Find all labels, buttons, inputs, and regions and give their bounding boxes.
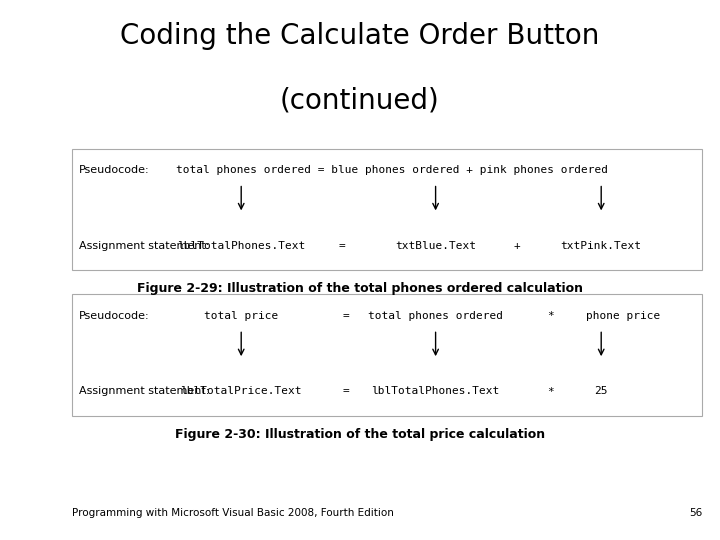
Text: total phones ordered = blue phones ordered + pink phones ordered: total phones ordered = blue phones order…	[176, 165, 608, 175]
Text: *: *	[547, 311, 554, 321]
Text: Assignment statement:: Assignment statement:	[79, 387, 210, 396]
Text: 25: 25	[595, 387, 608, 396]
Text: +: +	[513, 241, 521, 251]
Text: =: =	[342, 387, 349, 396]
FancyBboxPatch shape	[72, 148, 702, 270]
Text: Figure 2-30: Illustration of the total price calculation: Figure 2-30: Illustration of the total p…	[175, 428, 545, 441]
Text: lblTotalPrice.Text: lblTotalPrice.Text	[181, 387, 302, 396]
Text: 56: 56	[689, 508, 702, 518]
FancyBboxPatch shape	[72, 294, 702, 416]
Text: Figure 2-29: Illustration of the total phones ordered calculation: Figure 2-29: Illustration of the total p…	[137, 282, 583, 295]
Text: lblTotalPhones.Text: lblTotalPhones.Text	[372, 387, 500, 396]
Text: Assignment statement:: Assignment statement:	[79, 241, 210, 251]
Text: (continued): (continued)	[280, 86, 440, 114]
Text: Coding the Calculate Order Button: Coding the Calculate Order Button	[120, 22, 600, 50]
Text: Pseudocode:: Pseudocode:	[79, 311, 150, 321]
Text: total price: total price	[204, 311, 279, 321]
Text: Pseudocode:: Pseudocode:	[79, 165, 150, 175]
Text: txtBlue.Text: txtBlue.Text	[395, 241, 476, 251]
Text: Programming with Microsoft Visual Basic 2008, Fourth Edition: Programming with Microsoft Visual Basic …	[72, 508, 394, 518]
Text: =: =	[338, 241, 346, 251]
Text: *: *	[547, 387, 554, 396]
Text: =: =	[342, 311, 349, 321]
Text: phone price: phone price	[585, 311, 660, 321]
Text: total phones ordered: total phones ordered	[368, 311, 503, 321]
Text: txtPink.Text: txtPink.Text	[561, 241, 642, 251]
Text: lblTotalPhones.Text: lblTotalPhones.Text	[177, 241, 305, 251]
